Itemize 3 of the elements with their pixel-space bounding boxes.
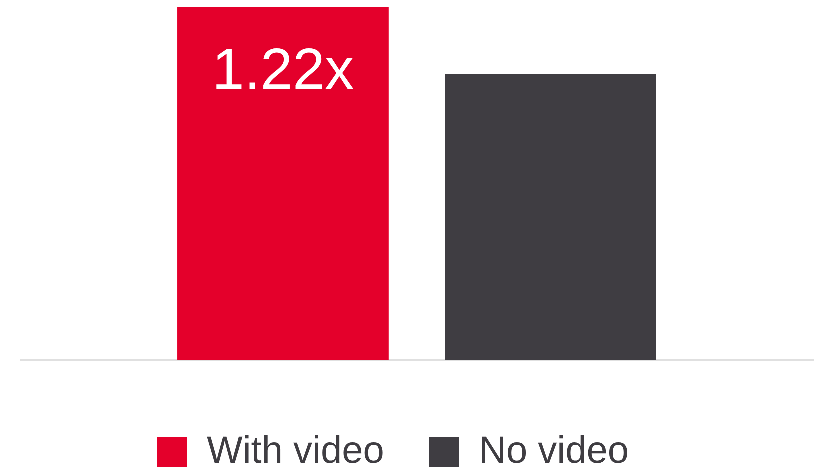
legend-label: With video [207,430,384,472]
annotation: 1.22x [212,37,354,102]
legend-label: No video [479,430,629,472]
